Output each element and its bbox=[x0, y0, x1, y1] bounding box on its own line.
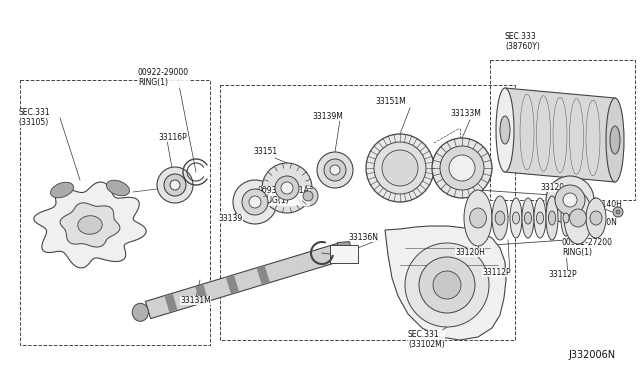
Ellipse shape bbox=[522, 198, 534, 238]
Polygon shape bbox=[78, 216, 102, 234]
Ellipse shape bbox=[495, 211, 505, 225]
Circle shape bbox=[433, 271, 461, 299]
Ellipse shape bbox=[524, 212, 532, 224]
Circle shape bbox=[419, 257, 475, 313]
Circle shape bbox=[275, 176, 299, 200]
Ellipse shape bbox=[570, 209, 586, 227]
Polygon shape bbox=[257, 266, 269, 284]
Circle shape bbox=[170, 180, 180, 190]
Circle shape bbox=[330, 165, 340, 175]
Text: 00933-12B1A
PLUG(1): 00933-12B1A PLUG(1) bbox=[258, 186, 310, 205]
Circle shape bbox=[449, 155, 475, 181]
Circle shape bbox=[164, 174, 186, 196]
Polygon shape bbox=[34, 182, 146, 268]
Circle shape bbox=[281, 182, 293, 194]
Polygon shape bbox=[60, 203, 120, 247]
Ellipse shape bbox=[464, 190, 492, 246]
Text: 00922-27200
RING(1): 00922-27200 RING(1) bbox=[562, 238, 613, 257]
Text: 33151M: 33151M bbox=[375, 97, 406, 106]
Ellipse shape bbox=[510, 198, 522, 238]
Circle shape bbox=[432, 138, 492, 198]
Text: SEC.331
(33102M): SEC.331 (33102M) bbox=[408, 330, 445, 349]
Polygon shape bbox=[337, 242, 353, 262]
Text: 33136N: 33136N bbox=[348, 233, 378, 242]
FancyBboxPatch shape bbox=[330, 245, 358, 263]
Circle shape bbox=[613, 207, 623, 217]
Text: 33139M: 33139M bbox=[312, 112, 343, 121]
Circle shape bbox=[405, 243, 489, 327]
Ellipse shape bbox=[470, 208, 486, 228]
Circle shape bbox=[242, 189, 268, 215]
Circle shape bbox=[233, 180, 277, 224]
Circle shape bbox=[382, 150, 418, 186]
Circle shape bbox=[366, 134, 434, 202]
Ellipse shape bbox=[106, 180, 129, 196]
Ellipse shape bbox=[51, 182, 74, 198]
Ellipse shape bbox=[546, 196, 558, 240]
Ellipse shape bbox=[548, 211, 556, 225]
Ellipse shape bbox=[586, 198, 606, 238]
Ellipse shape bbox=[610, 126, 620, 154]
Text: SEC.331
(33105): SEC.331 (33105) bbox=[18, 108, 50, 127]
Text: SEC.333
(38760Y): SEC.333 (38760Y) bbox=[505, 32, 540, 51]
Ellipse shape bbox=[536, 212, 543, 224]
Circle shape bbox=[546, 176, 594, 224]
Ellipse shape bbox=[564, 192, 592, 244]
Text: 32140H: 32140H bbox=[592, 200, 622, 209]
Ellipse shape bbox=[563, 213, 569, 223]
Polygon shape bbox=[165, 294, 177, 312]
Circle shape bbox=[303, 191, 313, 201]
Circle shape bbox=[317, 152, 353, 188]
Text: 33116P: 33116P bbox=[158, 133, 187, 142]
Text: 33112P: 33112P bbox=[548, 270, 577, 279]
Text: J332006N: J332006N bbox=[568, 350, 615, 360]
Polygon shape bbox=[196, 285, 208, 303]
Polygon shape bbox=[227, 276, 239, 294]
Circle shape bbox=[555, 185, 585, 215]
Circle shape bbox=[324, 159, 346, 181]
Ellipse shape bbox=[492, 196, 508, 240]
Polygon shape bbox=[385, 226, 506, 340]
Ellipse shape bbox=[534, 198, 546, 238]
Text: 33139: 33139 bbox=[218, 214, 243, 223]
Circle shape bbox=[440, 146, 484, 190]
Text: 33133M: 33133M bbox=[450, 109, 481, 118]
Ellipse shape bbox=[561, 200, 571, 236]
Ellipse shape bbox=[500, 116, 510, 144]
Text: 33120: 33120 bbox=[540, 183, 564, 192]
Polygon shape bbox=[145, 243, 342, 318]
Circle shape bbox=[374, 142, 426, 194]
Ellipse shape bbox=[132, 303, 148, 321]
Text: 33152N: 33152N bbox=[495, 210, 525, 219]
Text: 33112P: 33112P bbox=[482, 268, 511, 277]
Ellipse shape bbox=[606, 98, 624, 182]
Circle shape bbox=[563, 193, 577, 207]
Polygon shape bbox=[505, 88, 615, 182]
Circle shape bbox=[298, 186, 318, 206]
Ellipse shape bbox=[496, 88, 514, 172]
Text: 33151: 33151 bbox=[253, 147, 277, 156]
Circle shape bbox=[157, 167, 193, 203]
Circle shape bbox=[616, 210, 620, 214]
Text: 33131M: 33131M bbox=[180, 296, 211, 305]
Text: 32140N: 32140N bbox=[587, 218, 617, 227]
Ellipse shape bbox=[513, 212, 520, 224]
Ellipse shape bbox=[590, 211, 602, 225]
Circle shape bbox=[249, 196, 261, 208]
Text: 00922-29000
RING(1): 00922-29000 RING(1) bbox=[138, 68, 189, 87]
Circle shape bbox=[262, 163, 312, 213]
Text: 33120H: 33120H bbox=[455, 248, 485, 257]
